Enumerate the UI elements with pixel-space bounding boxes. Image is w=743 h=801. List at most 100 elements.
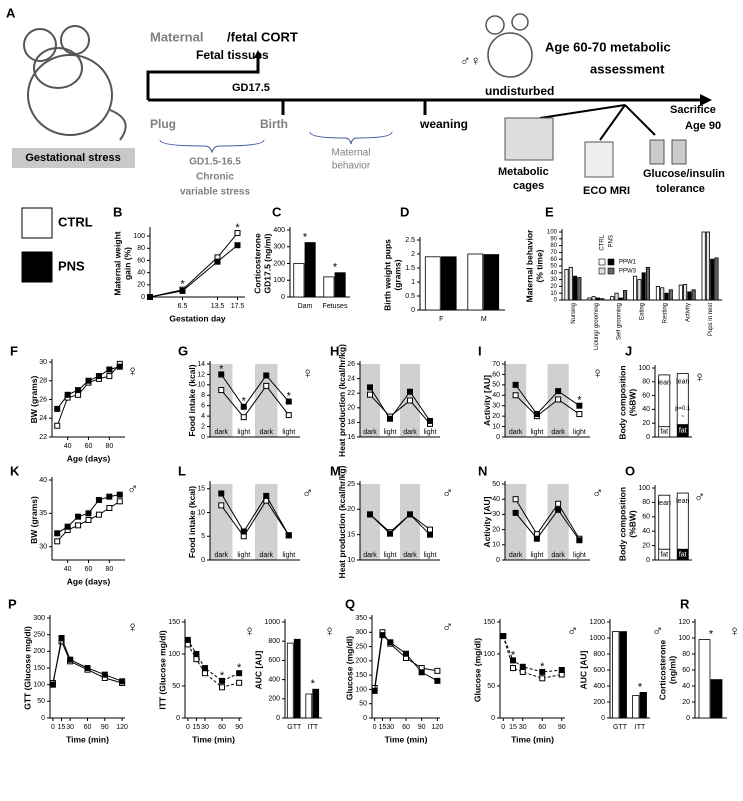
marker — [263, 372, 270, 379]
x-category-label: GTT — [287, 724, 302, 731]
x-category-label: light — [384, 429, 397, 436]
y-axis-label: Activity [AU] — [482, 375, 492, 426]
mouse-icon — [485, 13, 533, 78]
y-tick-label: 1000 — [264, 619, 280, 626]
bar — [664, 292, 669, 301]
x-category-label: light — [237, 429, 250, 436]
x-category-label: F — [439, 316, 443, 323]
y-tick-label: 18 — [347, 419, 355, 426]
y-tick-label: 200 — [268, 696, 280, 703]
marker — [555, 500, 562, 507]
bar — [612, 631, 620, 719]
y-tick-label: 100 — [483, 651, 495, 658]
y-tick-label: 1000 — [589, 635, 605, 642]
series-line — [515, 384, 580, 415]
text: ♂♀ — [460, 53, 481, 69]
text: weaning — [419, 117, 468, 131]
marker — [263, 382, 270, 389]
y-tick-label: 0 — [411, 307, 415, 314]
y-tick-label: 10 — [197, 509, 205, 516]
panel-label: R — [680, 596, 690, 611]
y-axis-label: Maternal weight — [113, 231, 123, 295]
text: Chronic — [196, 172, 234, 183]
sex-symbol: ♀ — [592, 365, 603, 382]
text: GD1.5-16.5 — [189, 157, 241, 168]
arrowheads — [254, 50, 712, 106]
annotation: * — [311, 678, 316, 690]
marker — [387, 639, 394, 646]
dark-band — [547, 484, 569, 560]
y-tick-label: 100 — [547, 230, 558, 236]
x-category-label: dark — [214, 552, 228, 559]
bar — [637, 279, 642, 301]
x-category-label: ITT — [308, 724, 319, 731]
marker — [285, 398, 292, 405]
y-tick-label: 400 — [593, 683, 605, 690]
y-tick-label: 250 — [355, 643, 367, 650]
marker — [387, 415, 393, 422]
text: ECO MRI — [583, 185, 630, 197]
x-category-label: dark — [509, 429, 523, 436]
y-axis-label: Body composition — [618, 365, 628, 439]
y-axis-label: GD17.5 (ng/ml) — [263, 233, 273, 293]
marker — [555, 388, 562, 395]
x-tick-label: 90 — [418, 724, 426, 731]
y-tick-label: 26 — [347, 361, 355, 368]
x-tick-label: 6.5 — [178, 303, 188, 310]
y-tick-label: 100 — [133, 233, 145, 240]
panel-label: P — [8, 596, 17, 611]
y-tick-label: 0 — [491, 715, 495, 722]
bar — [312, 688, 320, 719]
marker — [510, 665, 516, 672]
y-axis-label: ITT (Glucose mg/dl) — [158, 630, 168, 710]
marker — [234, 242, 241, 249]
marker — [106, 505, 113, 511]
bar — [577, 277, 582, 301]
y-axis-label: (%BW) — [628, 510, 638, 538]
panel-label: O — [625, 463, 635, 478]
y-tick-label: 30 — [550, 277, 557, 283]
y-tick-label: 10 — [492, 542, 500, 549]
bar — [641, 272, 646, 301]
text: Birth — [260, 117, 288, 131]
series-line — [187, 644, 240, 688]
series-line — [220, 385, 290, 419]
legend-label: PPW1 — [619, 260, 637, 266]
y-tick-label: 40 — [642, 528, 650, 535]
x-tick-label: 0 — [501, 724, 505, 731]
y-axis-label: BW (grams) — [29, 496, 39, 544]
bar — [564, 268, 569, 301]
y-tick-label: 90 — [550, 236, 557, 242]
mri-icon — [584, 141, 614, 178]
y-tick-label: 600 — [268, 657, 280, 664]
marker — [236, 670, 243, 677]
y-tick-label: 250 — [33, 632, 45, 639]
y-tick-label: 20 — [682, 699, 690, 706]
sex-symbol: ♂ — [127, 481, 138, 498]
sex-symbol: ♂ — [592, 485, 603, 502]
y-axis-label: Maternal behavior — [525, 229, 535, 302]
annotation: * — [237, 662, 242, 674]
series-line — [515, 508, 580, 541]
y-tick-label: 26 — [39, 396, 47, 403]
bar — [668, 289, 673, 301]
text: Maternal — [150, 29, 203, 44]
x-tick-label: 30 — [386, 724, 394, 731]
x-category-label: dark — [259, 552, 273, 559]
dark-band — [360, 484, 380, 560]
marker — [219, 684, 226, 691]
bar-segment — [658, 494, 671, 550]
y-tick-label: 60 — [682, 667, 690, 674]
bar — [618, 297, 623, 301]
sex-symbol: ♂ — [442, 485, 453, 502]
x-tick-label: 60 — [85, 443, 93, 450]
x-category-label: dark — [259, 429, 273, 436]
y-tick-label: 5 — [201, 533, 205, 540]
marker — [240, 414, 247, 421]
schematic: A Gestational stress Maternal /fetal COR… — [6, 5, 725, 197]
bar — [591, 296, 596, 301]
y-tick-label: 0 — [496, 557, 500, 564]
bar — [573, 275, 578, 301]
legend-label: CTRL — [600, 234, 606, 250]
panel-label: B — [113, 204, 122, 219]
